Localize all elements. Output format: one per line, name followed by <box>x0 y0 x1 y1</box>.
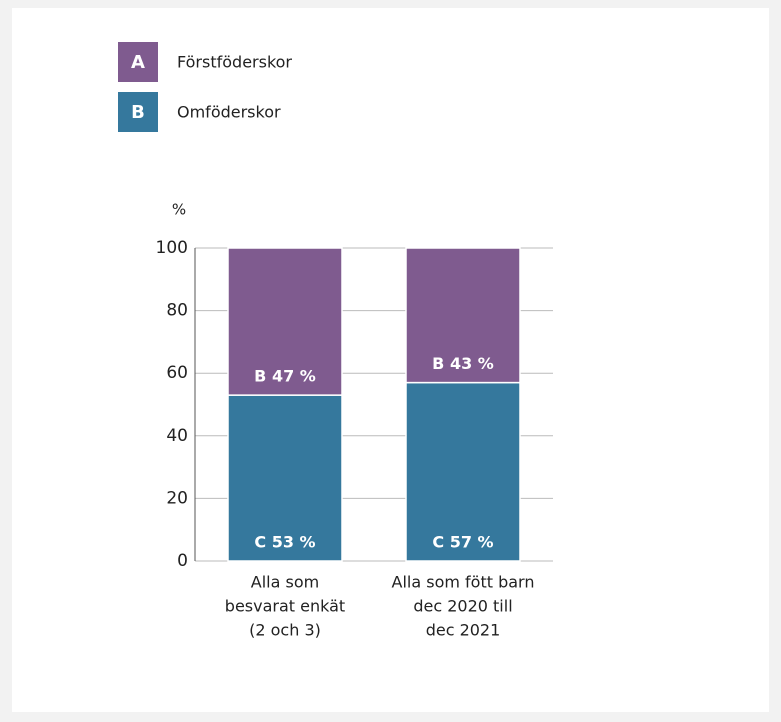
x-tick-label: besvarat enkät <box>225 597 345 616</box>
bar-segment <box>405 381 521 562</box>
x-tick-label: Alla som <box>251 573 319 592</box>
legend-key: A <box>131 52 145 73</box>
data-label: C 53 % <box>254 533 315 552</box>
legend-swatch <box>118 92 158 132</box>
data-label: B 43 % <box>432 354 494 373</box>
legend-label: Omföderskor <box>177 103 281 122</box>
y-tick-label: 80 <box>166 301 188 321</box>
x-tick-label: dec 2020 till <box>413 597 512 616</box>
legend-label: Förstföderskor <box>177 53 292 72</box>
legend-swatch <box>118 42 158 82</box>
y-tick-label: 20 <box>166 488 188 508</box>
y-tick-label: 40 <box>166 426 188 446</box>
x-tick-label: (2 och 3) <box>249 621 321 640</box>
y-tick-label: 60 <box>166 363 188 383</box>
x-tick-label: dec 2021 <box>426 621 501 640</box>
x-tick-label: Alla som fött barn <box>392 573 535 592</box>
legend-key: B <box>131 102 145 123</box>
data-label: C 57 % <box>432 533 493 552</box>
y-tick-label: 100 <box>156 238 188 258</box>
bar-segment <box>227 247 343 396</box>
y-tick-label: 0 <box>177 551 188 571</box>
data-label: B 47 % <box>254 367 316 386</box>
bar-segment <box>227 394 343 562</box>
bar-segment <box>405 247 521 384</box>
y-axis-label: % <box>172 201 186 219</box>
